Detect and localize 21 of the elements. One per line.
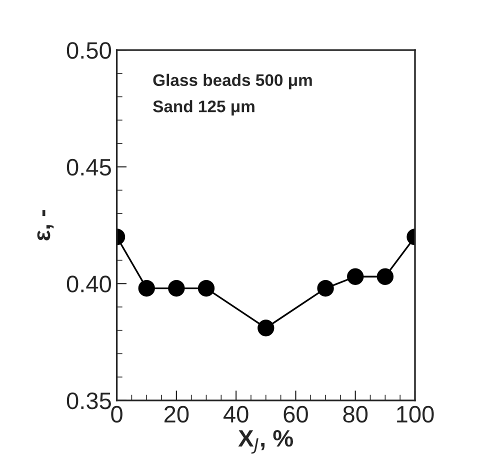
point (198, 280, 215, 297)
point (347, 268, 364, 285)
y-tick-label: 0.45 (66, 158, 111, 176)
y-tick-label: 0.50 (66, 42, 112, 59)
point (138, 280, 155, 297)
point (376, 268, 394, 285)
y-axis-title: ε, - (37, 210, 54, 240)
x-tick-label: 80 (343, 406, 368, 423)
x-axis-title: X$_{J}$, % (238, 430, 294, 454)
x-tick-label: 20 (164, 406, 189, 423)
point (258, 320, 274, 336)
y-tick-label: 0.35 (66, 392, 111, 410)
annotation: Glass beads 500 μm (153, 74, 312, 90)
annotation: Sand 125 μm (153, 100, 254, 116)
y-tick-label: 0.40 (66, 276, 112, 292)
x-tick-label: 0 (111, 406, 122, 423)
point (317, 280, 334, 297)
x-tick-label: 40 (223, 406, 248, 423)
x-tick-label: 100 (397, 406, 434, 423)
point (168, 280, 185, 297)
x-tick-label: 60 (284, 406, 308, 423)
